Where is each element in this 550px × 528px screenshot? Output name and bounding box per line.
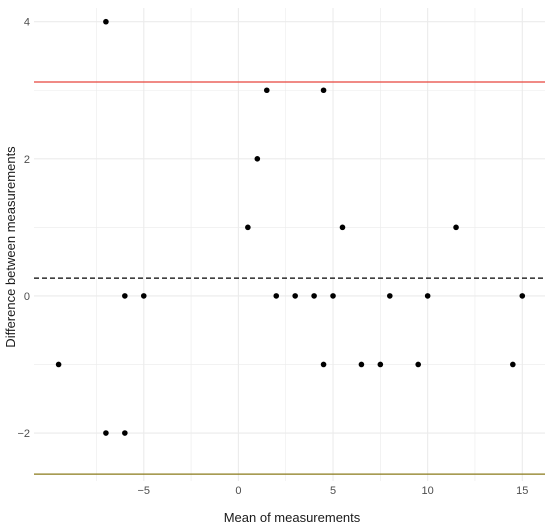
x-tick-label: −5: [137, 485, 150, 497]
y-tick-label: −2: [17, 428, 30, 440]
data-point: [263, 87, 270, 94]
data-point: [339, 224, 346, 231]
data-point: [377, 361, 384, 368]
data-point: [292, 293, 298, 299]
data-point: [424, 293, 431, 299]
data-point: [510, 361, 516, 368]
data-point: [122, 293, 128, 299]
data-point: [330, 293, 336, 299]
data-points: [55, 18, 526, 436]
grid: [34, 8, 545, 481]
x-tick-label: 10: [422, 485, 434, 497]
data-point: [415, 361, 421, 368]
data-point: [254, 156, 261, 162]
data-point: [245, 224, 251, 231]
data-point: [103, 18, 109, 25]
x-axis-ticks: −5 0 5 10 15: [137, 485, 528, 497]
data-point: [103, 430, 109, 436]
data-point: [320, 361, 327, 368]
y-axis-ticks: −2 0 2 4: [17, 17, 30, 440]
y-tick-label: 2: [24, 154, 30, 166]
x-tick-label: 5: [330, 485, 336, 497]
y-axis-title: Difference between measurements: [3, 146, 18, 348]
data-point: [453, 224, 459, 231]
data-point: [311, 293, 317, 299]
y-tick-label: 0: [24, 291, 30, 303]
data-point: [519, 293, 526, 299]
data-point: [320, 87, 327, 94]
data-point: [358, 361, 365, 368]
data-point: [122, 430, 128, 436]
x-axis-title: Mean of measurements: [224, 510, 361, 525]
data-point: [55, 361, 62, 368]
data-point: [140, 293, 147, 299]
reference-lines: [34, 81, 545, 475]
x-tick-label: 0: [235, 485, 241, 497]
x-tick-label: 15: [516, 485, 528, 497]
data-point: [387, 293, 393, 299]
data-point: [273, 293, 280, 299]
y-tick-label: 4: [24, 17, 30, 29]
